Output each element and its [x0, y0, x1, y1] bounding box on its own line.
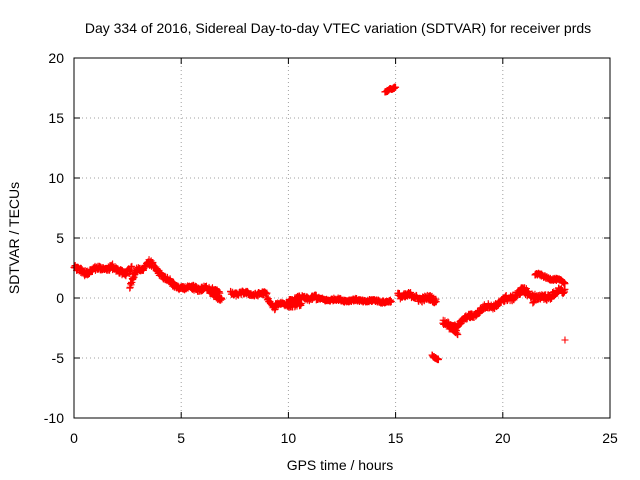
y-tick-labels: -10 -5 0 5 10 15 20 — [44, 50, 64, 426]
y-axis-label: SDTVAR / TECUs — [6, 182, 22, 294]
y-tick-label: -5 — [52, 350, 65, 366]
y-tick-label: 10 — [48, 170, 64, 186]
data-point — [218, 295, 226, 303]
grid-layer — [74, 58, 610, 418]
y-tick-label: 0 — [56, 290, 64, 306]
x-tick-label: 25 — [602, 430, 618, 446]
x-tick-labels: 0 5 10 15 20 25 — [70, 430, 618, 446]
data-point — [454, 331, 462, 339]
x-tick-label: 5 — [177, 430, 185, 446]
data-point — [561, 280, 569, 288]
x-tick-label: 0 — [70, 430, 78, 446]
data-point — [434, 356, 442, 364]
x-tick-label: 15 — [388, 430, 404, 446]
x-tick-label: 10 — [281, 430, 297, 446]
chart-title: Day 334 of 2016, Sidereal Day-to-day VTE… — [85, 20, 591, 36]
axis-ticks — [73, 57, 611, 419]
y-tick-label: 20 — [48, 50, 64, 66]
data-point-isolated — [561, 336, 569, 344]
data-point — [387, 297, 395, 305]
y-tick-label: -10 — [44, 410, 64, 426]
x-tick-label: 20 — [495, 430, 511, 446]
data-point — [432, 298, 440, 306]
y-tick-label: 15 — [48, 110, 64, 126]
data-points — [70, 83, 569, 364]
data-point — [392, 83, 400, 91]
y-tick-label: 5 — [56, 230, 64, 246]
x-axis-label: GPS time / hours — [287, 457, 394, 473]
data-point — [128, 262, 136, 270]
